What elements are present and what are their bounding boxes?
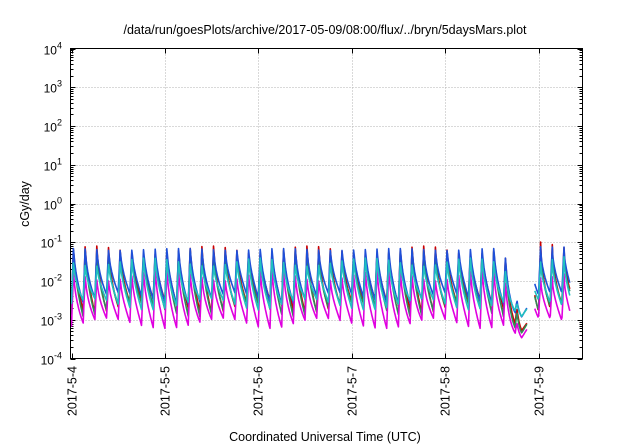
y-tick-label: 100 [44, 196, 62, 213]
x-axis-label: Coordinated Universal Time (UTC) [229, 430, 421, 444]
y-tick-label: 103 [44, 79, 62, 96]
x-tick-label: 2017-5-9 [533, 366, 547, 416]
plot-frame [70, 48, 583, 359]
series-line-5-seg-2 [534, 255, 571, 306]
series-line-4-seg-1 [70, 269, 528, 339]
y-axis-label: cGy/day [18, 180, 32, 227]
y-tick-label: 10-4 [41, 351, 62, 368]
x-tick-label: 2017-5-7 [346, 366, 360, 416]
chart-title: /data/run/goesPlots/archive/2017-05-09/0… [123, 23, 527, 37]
series-line-3-seg-2 [534, 245, 571, 295]
x-tick-label: 2017-5-5 [159, 366, 173, 416]
x-tick-labels: 2017-5-4 2017-5-5 2017-5-6 2017-5-7 2017-5-8… [66, 366, 547, 416]
series-line-5-seg-1 [70, 257, 528, 318]
x-tick-label: 2017-5-4 [66, 366, 80, 416]
y-tick-label: 10-1 [41, 234, 62, 251]
y-tick-labels: 10-4 10-3 10-2 10-1 100 101 102 103 104 [41, 41, 62, 368]
x-tick-label: 2017-5-8 [439, 366, 453, 416]
x-tick-label: 2017-5-6 [252, 366, 266, 416]
series-group [70, 241, 571, 339]
y-tick-label: 102 [44, 118, 62, 135]
y-tick-label: 10-2 [41, 273, 62, 290]
y-tick-label: 10-3 [41, 312, 62, 329]
series-line-3-seg-1 [70, 247, 528, 318]
y-tick-label: 101 [44, 157, 62, 174]
y-tick-label: 104 [44, 41, 62, 58]
